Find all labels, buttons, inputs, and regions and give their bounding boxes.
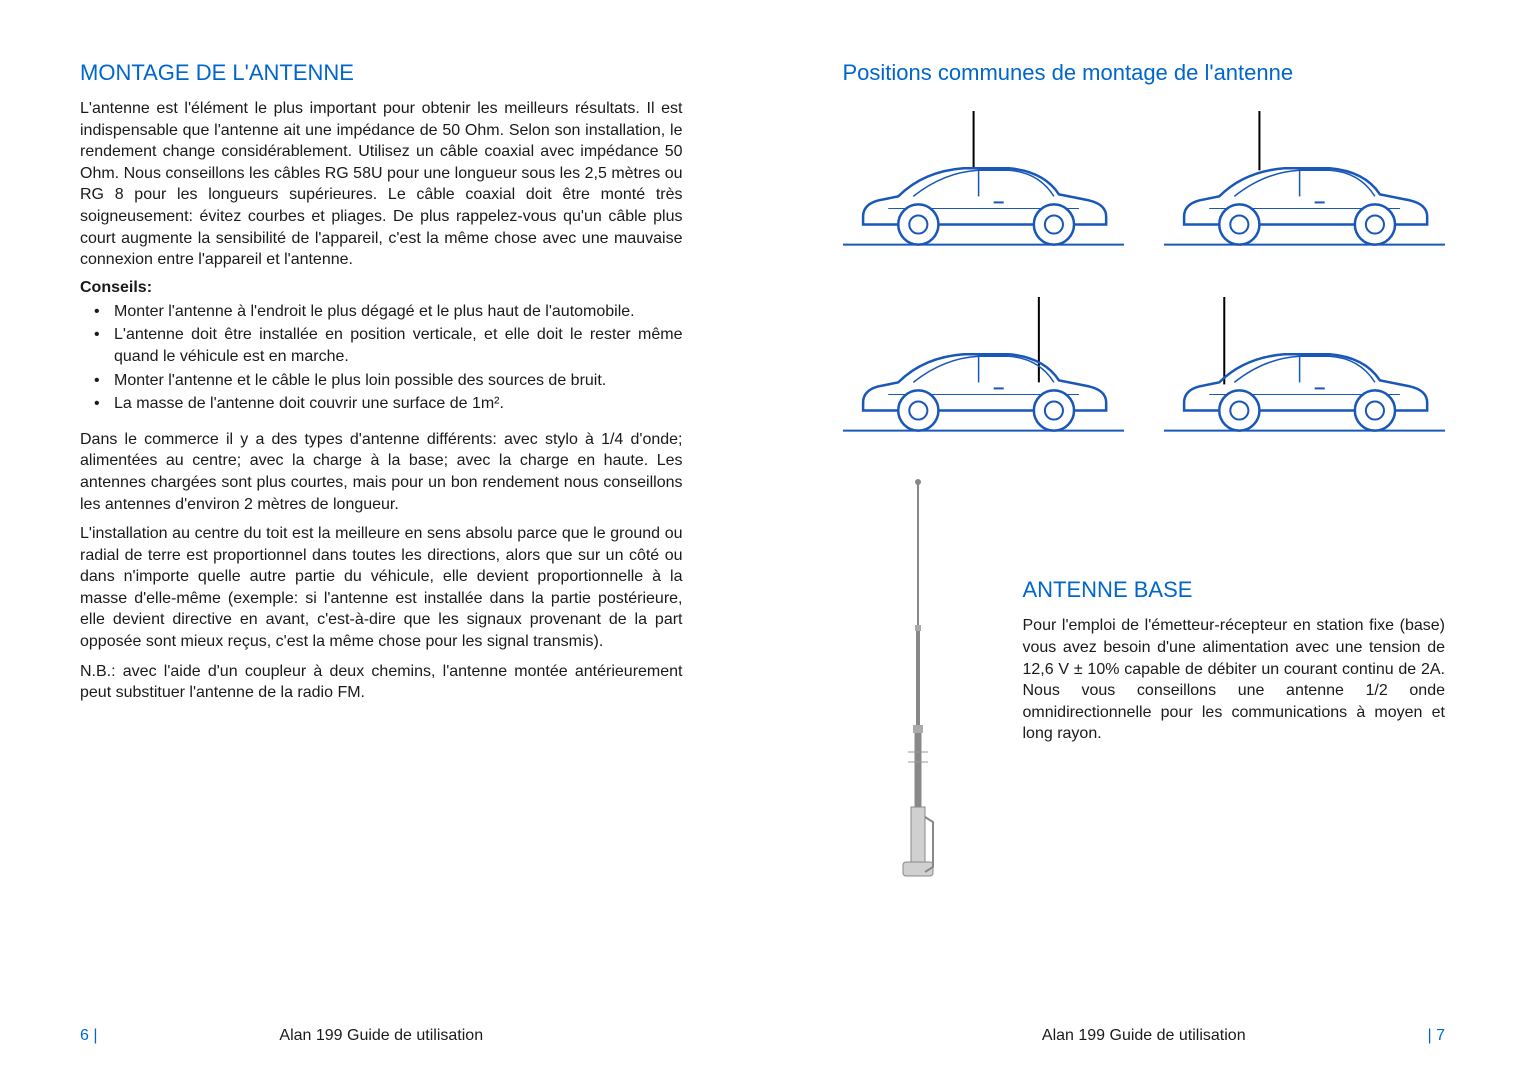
heading-positions: Positions communes de montage de l'anten… (843, 60, 1446, 86)
right-content: Positions communes de montage de l'anten… (843, 60, 1446, 1050)
antenne-base-text: ANTENNE BASE Pour l'emploi de l'émetteur… (1023, 477, 1446, 897)
tips-list: Monter l'antenne à l'endroit le plus dég… (80, 301, 683, 415)
list-item: L'antenne doit être installée en positio… (100, 324, 683, 367)
car-diagram-hood-front (1164, 292, 1445, 448)
car-diagram-roof-front (1164, 106, 1445, 262)
list-item: Monter l'antenne à l'endroit le plus dég… (100, 301, 683, 323)
base-antenna-figure (843, 477, 993, 897)
list-item: La masse de l'antenne doit couvrir une s… (100, 393, 683, 415)
footer-title-left: Alan 199 Guide de utilisation (80, 1027, 683, 1045)
tips-label: Conseils: (80, 279, 683, 297)
left-content: MONTAGE DE L'ANTENNE L'antenne est l'élé… (80, 60, 683, 1050)
heading-montage: MONTAGE DE L'ANTENNE (80, 60, 683, 86)
para-antenne-base: Pour l'emploi de l'émetteur-récepteur en… (1023, 615, 1446, 745)
para-types: Dans le commerce il y a des types d'ante… (80, 429, 683, 515)
heading-antenne-base: ANTENNE BASE (1023, 577, 1446, 603)
base-antenna-icon (873, 477, 963, 897)
car-diagram-trunk-rear (843, 292, 1124, 448)
list-item: Monter l'antenne et le câble le plus loi… (100, 370, 683, 392)
page-number-right: | 7 (1428, 1027, 1446, 1045)
para-intro: L'antenne est l'élément le plus importan… (80, 98, 683, 271)
lower-section: ANTENNE BASE Pour l'emploi de l'émetteur… (843, 477, 1446, 897)
para-nb: N.B.: avec l'aide d'un coupleur à deux c… (80, 661, 683, 704)
page-number-left: 6 | (80, 1027, 98, 1045)
car-diagrams-grid (843, 106, 1446, 447)
para-installation: L'installation au centre du toit est la … (80, 523, 683, 653)
car-diagram-roof-center (843, 106, 1124, 262)
page-right: Positions communes de montage de l'anten… (763, 0, 1525, 1080)
footer-left: 6 | Alan 199 Guide de utilisation (80, 1027, 683, 1045)
page-left: MONTAGE DE L'ANTENNE L'antenne est l'élé… (0, 0, 763, 1080)
footer-right: Alan 199 Guide de utilisation | 7 (843, 1027, 1446, 1045)
footer-title-right: Alan 199 Guide de utilisation (843, 1027, 1446, 1045)
